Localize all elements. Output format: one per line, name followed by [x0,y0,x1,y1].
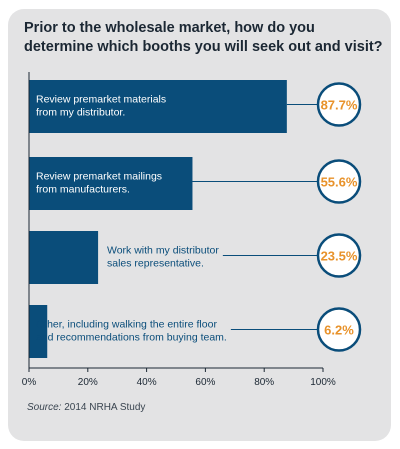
bar-label-2-line-2: from manufacturers. [36,184,130,196]
bar-3 [29,231,99,284]
x-tick-label-2: 20% [78,377,98,388]
bar-label-2-line-1: Review premarket mailings [36,171,162,183]
callout-circle-2 [316,159,362,204]
source-label: Source: [27,402,62,413]
bar-label-4-line-2: and recommendations from buying team. [36,332,227,344]
source-text: 2014 NRHA Study [61,402,146,413]
bar-1 [29,80,287,133]
data-label-1: 87.7% [321,98,358,113]
x-tick-label-5: 80% [254,377,274,388]
data-label-4: 6.2% [324,323,354,338]
callout-circle-4 [316,307,362,352]
bar-label-1-line-1: Review premarket materials [36,94,166,106]
x-tick-label-4: 60% [195,377,215,388]
x-tick-label-6: 100% [310,377,336,388]
bar-label-3-line-2: sales representative. [107,258,204,270]
bar-label-1-line-2: from my distributor. [36,107,125,119]
bar-4 [29,305,48,358]
bar-label-4-line-1: Other, including walking the entire floo… [36,319,217,331]
x-tick-label-3: 40% [137,377,157,388]
data-label-3: 23.5% [321,249,358,264]
data-label-2: 55.6% [321,175,358,190]
bar-label-3-line-1: Work with my distributor [107,245,219,257]
callout-circle-3 [316,233,362,278]
chart-title: Prior to the wholesale market, how do yo… [24,20,383,55]
callout-circle-1 [316,82,362,127]
bar-2 [29,157,193,210]
x-tick-label-1: 0% [22,377,37,388]
source-note: Source: 2014 NRHA Study [27,402,145,413]
